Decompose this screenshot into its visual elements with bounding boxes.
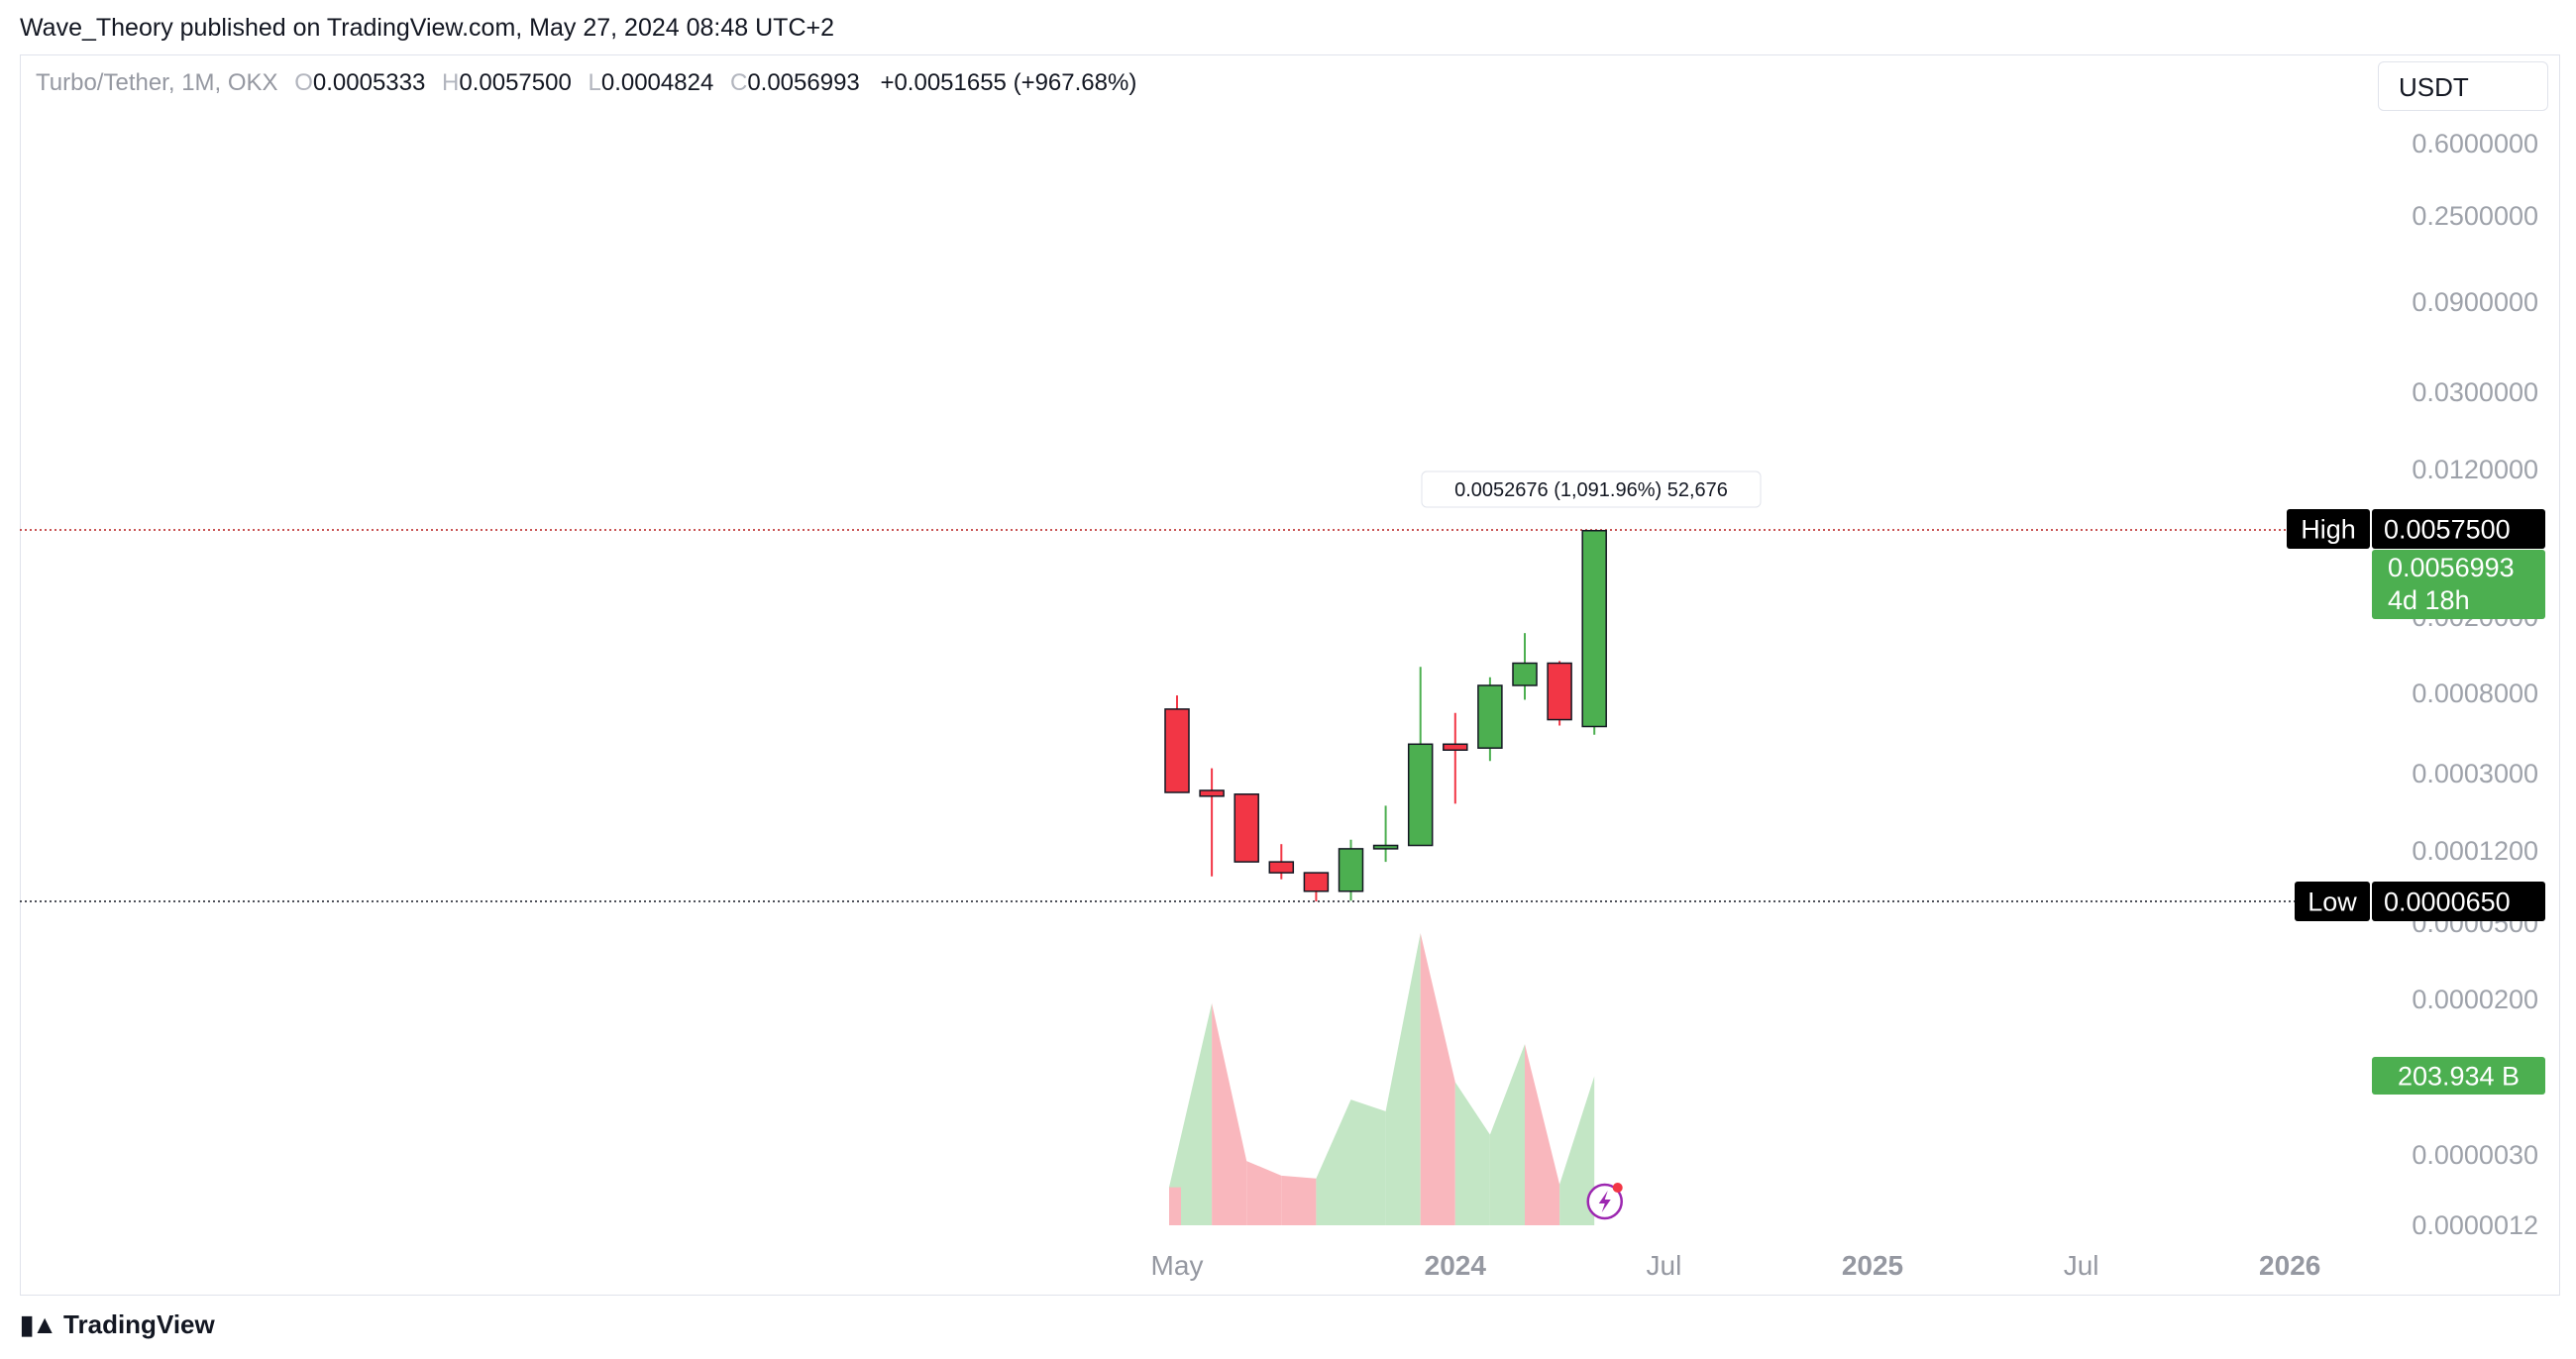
price-tick-label: 0.0000030 <box>2412 1140 2538 1170</box>
high-value: 0.0057500 <box>459 69 572 96</box>
lightning-indicator-icon[interactable] <box>1586 1183 1623 1220</box>
volume-segment <box>1169 1002 1213 1225</box>
volume-segment <box>1316 1099 1351 1225</box>
time-tick-label: Jul <box>1647 1250 1682 1281</box>
candle-body <box>1547 662 1572 721</box>
last-price-bg <box>2372 550 2545 619</box>
candle-body <box>1268 861 1295 874</box>
tradingview-logo-icon: ▮▲ <box>20 1309 57 1339</box>
volume-segment <box>1559 1076 1595 1225</box>
volume-segment <box>1246 1161 1282 1225</box>
volume-badge: 203.934 B <box>2398 1062 2520 1092</box>
volume-segment <box>1454 1082 1490 1225</box>
low-badge-label-bg <box>2295 882 2370 921</box>
open-label: O <box>294 69 313 96</box>
price-markers: 0.0052676 (1,091.96%) 52,676 High 0.005750… <box>1421 470 2545 1095</box>
price-tick-label: 0.0120000 <box>2412 455 2538 484</box>
price-tick-label: 0.0001200 <box>2412 836 2538 866</box>
publish-info: Wave_Theory published on TradingView.com… <box>20 14 834 42</box>
time-tick-label: 2025 <box>1842 1250 1903 1281</box>
volume-segment <box>1420 933 1455 1225</box>
close-label: C <box>729 69 748 96</box>
high-low-lines <box>20 529 2373 902</box>
high-badge-value-bg <box>2372 509 2545 549</box>
price-tick-label: 0.0000200 <box>2412 985 2538 1014</box>
volume-segment <box>1212 1002 1247 1225</box>
high-label: H <box>442 69 460 96</box>
brand-label: TradingView <box>63 1309 215 1339</box>
open-value: 0.0005333 <box>312 69 426 96</box>
time-tick-label: Jul <box>2064 1250 2099 1281</box>
low-value: 0.0004824 <box>600 69 714 96</box>
change-value: +0.0051655 (+967.68%) <box>880 69 1137 96</box>
volume-badge-bg <box>2372 1057 2545 1095</box>
candle-body <box>1303 872 1330 892</box>
high-badge-label-bg <box>2287 509 2370 549</box>
symbol-label[interactable]: Turbo/Tether, 1M, OKX <box>36 69 278 96</box>
candle-body <box>1234 793 1259 863</box>
last-price-value: 0.0056993 <box>2388 553 2515 582</box>
time-tick-label: May <box>1151 1250 1204 1281</box>
volume-area <box>1169 933 1595 1225</box>
candle-body <box>1443 743 1468 751</box>
price-tick-label: 0.2500000 <box>2412 201 2538 231</box>
last-price-countdown: 4d 18h <box>2388 585 2470 615</box>
tradingview-footer[interactable]: ▮▲ TradingView <box>20 1309 215 1340</box>
chart-frame <box>20 54 2560 1296</box>
price-tick-label: 0.0003000 <box>2412 759 2538 788</box>
range-tooltip-box <box>1421 470 1762 508</box>
candle-body <box>1164 708 1190 793</box>
time-axis[interactable]: May 2024 Jul 2025 Jul 2026 <box>1151 1250 2321 1281</box>
low-label: L <box>588 69 601 96</box>
lightning-icon-bolt <box>1598 1191 1611 1212</box>
ohlc-legend: Turbo/Tether, 1M, OKX O0.0005333 H0.0057… <box>36 69 1136 97</box>
candle-body <box>1338 848 1364 892</box>
volume-segment <box>1525 1044 1560 1225</box>
price-tick-label: 0.0008000 <box>2412 679 2538 708</box>
candle-body <box>1372 844 1399 850</box>
low-badge-value-bg <box>2372 882 2545 921</box>
low-badge-value: 0.0000650 <box>2384 888 2511 917</box>
high-badge-label: High <box>2301 515 2356 545</box>
price-axis[interactable]: 0.6000000 0.2500000 0.0900000 0.0300000 0.01… <box>2412 129 2538 1240</box>
volume-segment <box>1350 1099 1386 1225</box>
price-tick-label: 0.0000012 <box>2412 1210 2538 1240</box>
volume-segment <box>1169 1187 1181 1225</box>
candle-body <box>1199 789 1225 797</box>
high-badge-value: 0.0057500 <box>2384 515 2511 545</box>
price-tick-label: 0.0300000 <box>2412 377 2538 407</box>
close-value: 0.0056993 <box>747 69 860 96</box>
candle-body <box>1512 662 1538 686</box>
volume-segment <box>1385 933 1421 1225</box>
candle-body <box>1407 743 1434 847</box>
low-badge-label: Low <box>2308 888 2357 917</box>
currency-button[interactable]: USDT <box>2378 61 2548 111</box>
time-tick-label: 2026 <box>2259 1250 2320 1281</box>
candle-body <box>1477 684 1503 749</box>
volume-segment <box>1489 1044 1525 1225</box>
range-tooltip: 0.0052676 (1,091.96%) 52,676 <box>1454 479 1728 501</box>
volume-segment <box>1281 1175 1317 1225</box>
price-tick-label: 0.6000000 <box>2412 129 2538 158</box>
time-tick-label: 2024 <box>1425 1250 1487 1281</box>
notification-dot <box>1612 1183 1623 1193</box>
candle-body <box>1581 529 1607 728</box>
price-tick-label: 0.0900000 <box>2412 287 2538 317</box>
candles <box>1164 529 1607 901</box>
